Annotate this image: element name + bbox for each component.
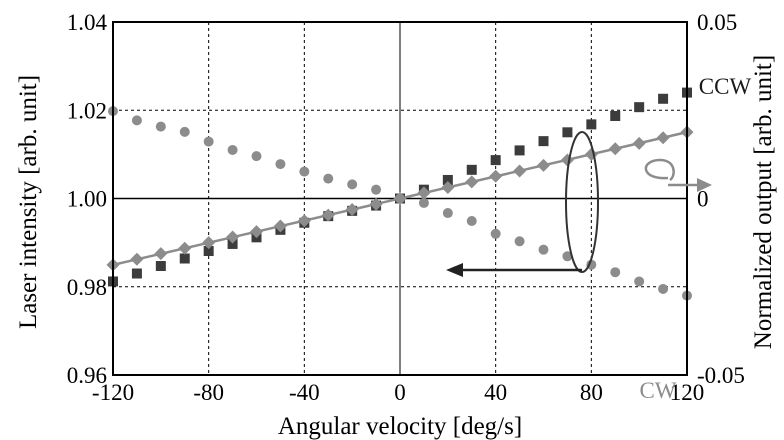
output-point — [489, 169, 503, 183]
cw-point — [634, 276, 645, 287]
output-point — [273, 219, 287, 233]
y-right-tick-label: -0.05 — [697, 363, 745, 388]
output-point — [441, 181, 455, 195]
cw-point — [562, 251, 573, 262]
output-point — [513, 164, 527, 178]
cw-point — [610, 267, 621, 278]
ccw-point — [610, 110, 621, 121]
ccw-point — [179, 253, 190, 264]
output-point — [369, 197, 383, 211]
cw-point — [227, 144, 238, 155]
cw-point — [347, 179, 358, 190]
ccw-point — [538, 136, 549, 147]
output-point — [202, 236, 216, 250]
ccw-point — [442, 174, 453, 185]
ccw-series-label: CCW — [699, 74, 752, 99]
cw-point — [538, 244, 549, 255]
plot-border — [112, 21, 688, 376]
cw-series-label: CW — [639, 378, 676, 403]
ccw-point — [658, 93, 669, 104]
ccw-point — [514, 145, 525, 156]
cw-point — [251, 151, 262, 162]
x-tick-label: -80 — [193, 380, 224, 405]
x-axis-label: Angular velocity [deg/s] — [278, 413, 522, 440]
cw-point — [490, 228, 501, 239]
ccw-point — [155, 261, 166, 272]
output-point — [465, 175, 479, 189]
y-axis-label-left: Laser intensity [arb. unit] — [15, 75, 42, 329]
output-point — [345, 202, 359, 216]
cw-point — [131, 115, 142, 126]
output-point — [250, 225, 263, 239]
cw-point — [203, 136, 214, 147]
ccw-point — [203, 246, 214, 257]
cw-point — [442, 208, 453, 219]
annotations — [446, 131, 712, 277]
left-axis-arrow-head — [446, 263, 463, 277]
output-point — [417, 186, 431, 200]
y-left-tick-label: 1.00 — [67, 187, 107, 212]
ccw-point — [634, 102, 645, 113]
x-tick-label: -120 — [92, 380, 134, 405]
right-axis-loop — [644, 158, 675, 182]
ccw-point — [562, 127, 573, 138]
ccw-point — [466, 164, 477, 175]
y-right-tick-label: 0 — [697, 187, 709, 212]
output-point — [321, 208, 335, 222]
output-point — [154, 247, 168, 261]
ccw-point — [586, 119, 597, 130]
cw-point — [299, 166, 310, 177]
cw-point — [658, 283, 669, 294]
y-left-tick-label: 1.04 — [67, 10, 108, 35]
cw-point — [155, 121, 166, 132]
y-left-tick-label: 0.98 — [67, 275, 107, 300]
cw-point — [466, 216, 477, 227]
output-point — [130, 252, 144, 266]
x-tick-label: 80 — [580, 380, 603, 405]
cw-point — [418, 197, 429, 208]
x-tick-label: -40 — [289, 380, 320, 405]
right-axis-arrow-head — [697, 178, 712, 192]
x-tick-label: 40 — [484, 380, 507, 405]
ccw-point — [131, 268, 142, 279]
y-axis-label-right: Normalized output [arb. unit] — [750, 55, 777, 349]
output-point — [178, 241, 192, 255]
output-point — [560, 153, 574, 167]
cw-point — [514, 236, 525, 247]
cw-point — [371, 184, 382, 195]
output-point — [632, 136, 646, 150]
x-tick-label: 0 — [394, 380, 406, 405]
output-point — [584, 147, 598, 161]
ccw-point — [227, 238, 238, 249]
x-tick-label: 120 — [670, 380, 705, 405]
output-point — [608, 142, 622, 156]
tick-labels: -120 -80 -40 0 40 80 120 0.96 0.98 1.00 1.02 1.04 -0… — [67, 10, 745, 405]
y-left-tick-label: 0.96 — [67, 363, 107, 388]
y-left-tick-label: 1.02 — [67, 98, 107, 123]
plot-frame — [112, 21, 688, 376]
cw-point — [275, 159, 286, 170]
cw-point — [179, 126, 190, 137]
output-point — [226, 230, 240, 244]
cw-point — [323, 173, 334, 184]
left-axis-ellipse — [565, 131, 599, 273]
y-right-tick-label: 0.05 — [697, 10, 737, 35]
output-point — [537, 158, 550, 172]
output-point — [656, 131, 670, 145]
output-point — [297, 214, 311, 228]
output-point — [393, 192, 407, 205]
ccw-point — [490, 155, 501, 166]
